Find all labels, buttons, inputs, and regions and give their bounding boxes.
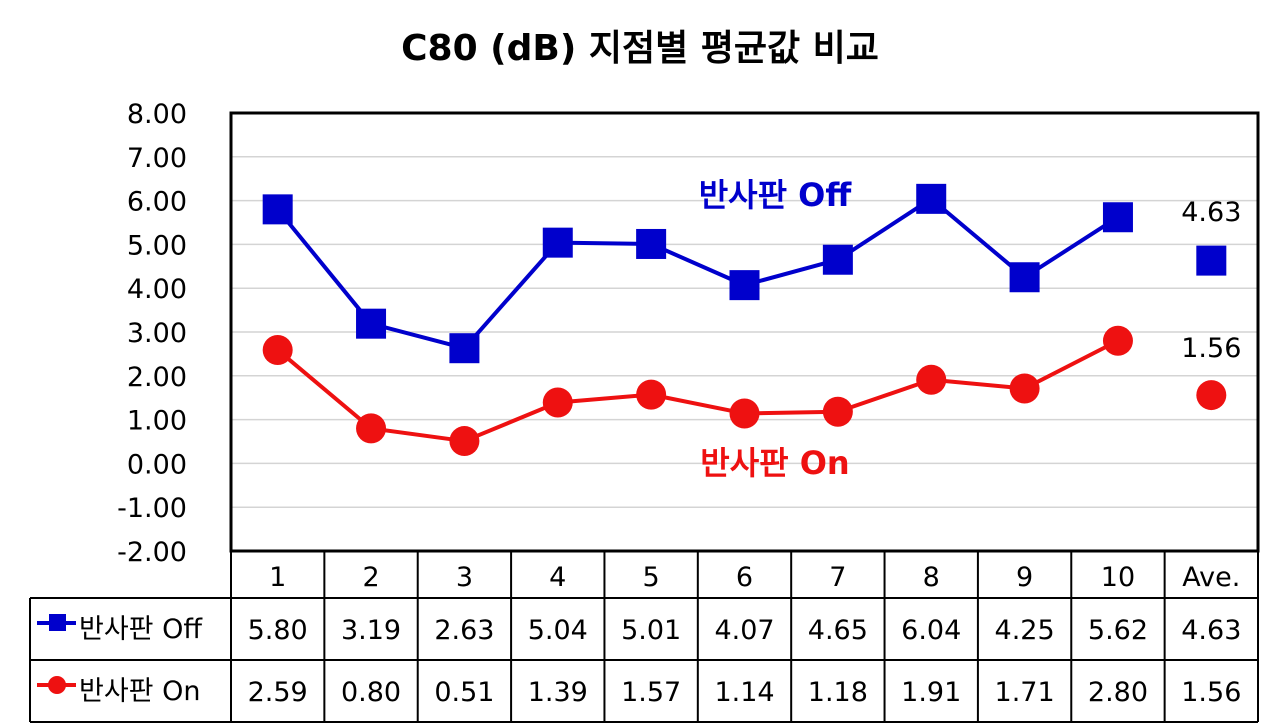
- circle-marker: [449, 426, 480, 457]
- legend-series-name: 반사판 On: [79, 676, 200, 707]
- table-value-cell: 4.63: [1181, 615, 1241, 646]
- table-value-cell: 1.39: [528, 677, 588, 708]
- square-marker: [1102, 202, 1133, 233]
- table-value-cell: 1.18: [808, 677, 868, 708]
- y-tick-label: 3.00: [127, 318, 187, 349]
- circle-marker: [1009, 373, 1040, 404]
- table-value-cell: 5.80: [248, 615, 308, 646]
- square-marker: [636, 228, 667, 259]
- y-tick-label: 4.00: [127, 274, 187, 305]
- table-value-cell: 1.57: [621, 677, 681, 708]
- circle-marker: [636, 379, 667, 410]
- square-marker: [542, 227, 573, 258]
- circle-marker: [356, 413, 387, 444]
- table-value-cell: 1.56: [1181, 677, 1241, 708]
- table-value-cell: 1.91: [901, 677, 961, 708]
- y-axis-ticks: 8.00 7.00 6.00 5.00 4.00 3.00 2.00 1.00 0.00 -1.0…: [117, 99, 187, 568]
- table-value-cell: 4.25: [995, 615, 1055, 646]
- square-marker: [916, 183, 947, 214]
- average-label-off: 4.63: [1181, 197, 1241, 228]
- x-category-label: 10: [1101, 562, 1135, 593]
- circle-marker: [262, 334, 293, 365]
- table-value-cell: 6.04: [901, 615, 961, 646]
- x-category-label: 3: [456, 562, 473, 593]
- y-tick-label: 5.00: [127, 230, 187, 261]
- circle-marker: [1196, 380, 1227, 411]
- square-marker: [262, 194, 293, 225]
- series-line: [276, 196, 1120, 351]
- plot-area-frame: [229, 111, 1260, 553]
- chart-title: C80 (dB) 지점별 평균값 비교: [401, 28, 879, 69]
- y-tick-label: -1.00: [117, 493, 187, 524]
- circle-marker: [1102, 325, 1133, 356]
- table-value-cell: 4.07: [714, 615, 774, 646]
- table-value-cell: 5.62: [1088, 615, 1148, 646]
- square-marker: [449, 333, 480, 364]
- square-marker: [1196, 245, 1227, 276]
- average-label-on: 1.56: [1181, 333, 1241, 364]
- x-category-label: 9: [1016, 562, 1033, 593]
- x-category-label: Ave.: [1182, 562, 1240, 593]
- y-tick-label: 0.00: [127, 449, 187, 480]
- square-marker: [822, 244, 853, 275]
- legend-key-circle-marker: [48, 676, 66, 694]
- square-marker: [1009, 262, 1040, 293]
- table-value-cell: 1.14: [714, 677, 774, 708]
- table-value-cell: 5.01: [621, 615, 681, 646]
- y-tick-label: 1.00: [127, 406, 187, 437]
- x-category-label: 1: [269, 562, 286, 593]
- series-annotation-off: 반사판 Off: [699, 176, 853, 214]
- y-tick-label: 7.00: [127, 143, 187, 174]
- x-category-label: 5: [643, 562, 660, 593]
- y-tick-label: -2.00: [117, 537, 187, 568]
- square-marker: [729, 270, 760, 301]
- circle-marker: [822, 396, 853, 427]
- series-lines: [276, 196, 1120, 444]
- table-value-cell: 4.65: [808, 615, 868, 646]
- table-value-cell: 3.19: [341, 615, 401, 646]
- series-markers: [262, 183, 1227, 457]
- data-table: 1 2 3 4 5 6 7 8 9 10 Ave. 반사판 Off 5.80 3.19 2.63 5.04 5.…: [29, 551, 1259, 723]
- x-category-label: 4: [549, 562, 566, 593]
- legend-series-name: 반사판 Off: [79, 614, 203, 645]
- circle-marker: [729, 398, 760, 429]
- circle-marker: [542, 387, 573, 418]
- table-value-cell: 5.04: [528, 615, 588, 646]
- x-category-label: 6: [736, 562, 753, 593]
- table-value-cell: 1.71: [995, 677, 1055, 708]
- x-category-label: 7: [829, 562, 846, 593]
- y-tick-label: 8.00: [127, 99, 187, 130]
- x-category-label: 8: [923, 562, 940, 593]
- series-annotations: 반사판 Off 반사판 On 4.63 1.56: [699, 176, 1242, 482]
- table-value-cell: 0.51: [434, 677, 494, 708]
- table-value-cell: 2.80: [1088, 677, 1148, 708]
- x-category-label: 2: [362, 562, 379, 593]
- legend-key-square-marker: [49, 614, 66, 631]
- table-value-cell: 2.59: [248, 677, 308, 708]
- series-line: [276, 338, 1119, 444]
- circle-marker: [916, 364, 947, 395]
- series-annotation-on: 반사판 On: [700, 444, 849, 482]
- table-value-cell: 0.80: [341, 677, 401, 708]
- y-tick-label: 6.00: [127, 187, 187, 218]
- square-marker: [356, 308, 387, 339]
- y-tick-label: 2.00: [127, 362, 187, 393]
- table-value-cell: 2.63: [434, 615, 494, 646]
